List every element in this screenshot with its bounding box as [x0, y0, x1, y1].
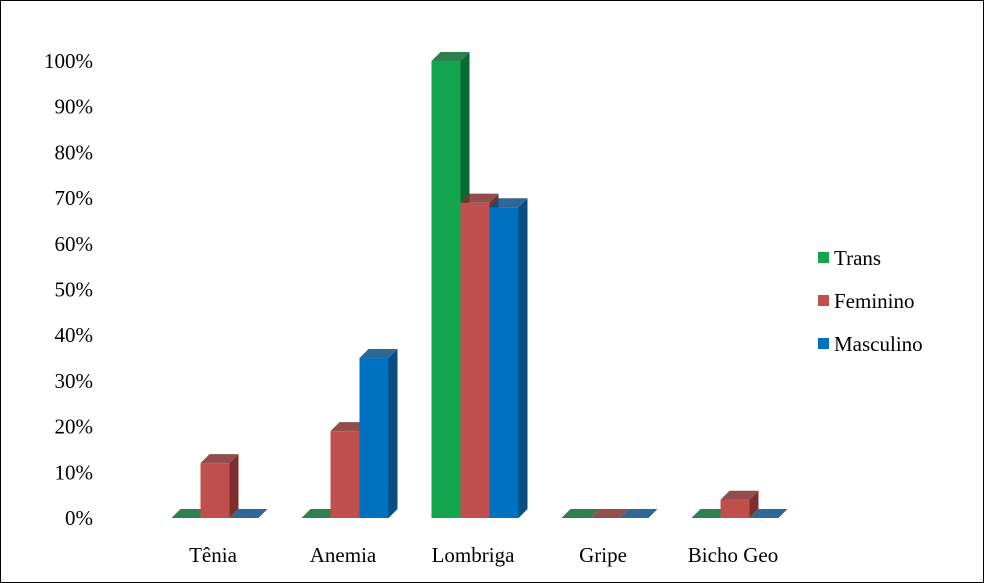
bar-front: [200, 463, 230, 518]
bar-front: [720, 499, 750, 518]
x-tick-label: Tênia: [189, 543, 237, 567]
legend-swatch: [818, 338, 829, 349]
y-tick-label: 30%: [55, 369, 94, 393]
bar-top: [431, 52, 470, 61]
bar-top: [619, 509, 658, 518]
bar-top: [489, 198, 528, 208]
bar: [171, 509, 210, 518]
bar-side: [229, 454, 239, 518]
y-tick-label: 0%: [65, 506, 93, 530]
y-tick-label: 60%: [55, 232, 94, 256]
bar: [691, 509, 730, 518]
legend-swatch: [818, 252, 829, 263]
bar: [301, 509, 340, 518]
bar-front: [359, 358, 389, 518]
bar: [749, 509, 788, 518]
x-tick-label: Anemia: [310, 543, 377, 567]
bar-top: [301, 509, 340, 518]
bar: [619, 509, 658, 518]
y-tick-label: 10%: [55, 460, 94, 484]
legend-label: Feminino: [834, 289, 915, 313]
bar-top: [359, 349, 398, 359]
bar: [229, 509, 268, 518]
bar-side: [749, 490, 759, 518]
y-tick-label: 70%: [55, 186, 94, 210]
bar: [359, 349, 398, 518]
bar-front: [460, 202, 490, 519]
bar-front: [489, 207, 519, 519]
bar-top: [171, 509, 210, 518]
bar-top: [229, 509, 268, 518]
x-tick-label: Bicho Geo: [688, 543, 778, 567]
legend-label: Trans: [834, 246, 881, 270]
legend-swatch: [818, 295, 829, 306]
bars: [171, 52, 788, 519]
legend-label: Masculino: [834, 332, 923, 356]
y-tick-label: 100%: [44, 49, 93, 73]
bar: [720, 490, 759, 518]
y-tick-label: 90%: [55, 95, 94, 119]
bar: [590, 509, 629, 518]
bar-top: [200, 454, 239, 464]
legend: Trans Feminino Masculino: [818, 246, 923, 356]
bar-top: [561, 509, 600, 518]
bar-side: [388, 349, 398, 518]
y-tick-label: 50%: [55, 278, 94, 302]
bar-top: [330, 422, 369, 432]
bar-side: [518, 198, 528, 519]
bar-top: [749, 509, 788, 518]
bar: [200, 454, 239, 518]
bar-front: [431, 61, 461, 518]
x-axis: Tênia Anemia Lombriga Gripe Bicho Geo: [189, 543, 778, 567]
y-tick-label: 80%: [55, 140, 94, 164]
bar-front: [330, 431, 360, 518]
y-tick-label: 20%: [55, 415, 94, 439]
bar-top: [590, 509, 629, 518]
bar: [561, 509, 600, 518]
x-tick-label: Gripe: [579, 543, 627, 567]
x-tick-label: Lombriga: [432, 543, 515, 567]
y-tick-label: 40%: [55, 323, 94, 347]
y-axis: 0% 10% 20% 30% 40% 50% 60% 70% 80% 90% 100%: [44, 49, 93, 530]
bar-top: [460, 193, 499, 203]
bar: [489, 198, 528, 519]
bar-top: [720, 490, 759, 500]
bar-top: [691, 509, 730, 518]
